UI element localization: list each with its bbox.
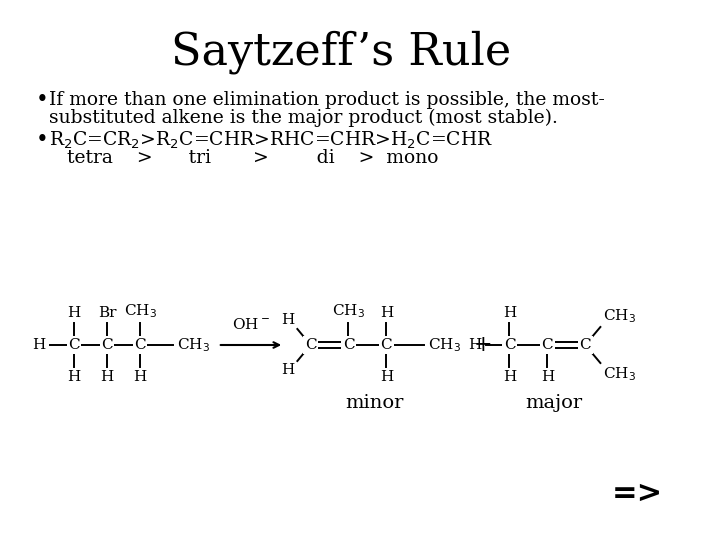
Text: CH$_3$: CH$_3$ — [603, 365, 636, 383]
Text: H: H — [379, 306, 393, 320]
Text: tetra    >      tri       >        di    >  mono: tetra > tri > di > mono — [49, 149, 438, 167]
Text: C: C — [504, 338, 516, 352]
Text: H: H — [282, 363, 294, 377]
Text: H: H — [379, 370, 393, 384]
Text: OH$^-$: OH$^-$ — [232, 317, 270, 332]
Text: C: C — [381, 338, 392, 352]
Text: major: major — [526, 394, 582, 412]
Text: C: C — [343, 338, 354, 352]
Text: =>: => — [612, 478, 663, 508]
Text: C: C — [102, 338, 113, 352]
Text: H: H — [67, 306, 81, 320]
Text: H: H — [468, 338, 481, 352]
Text: H: H — [503, 370, 516, 384]
Text: H: H — [67, 370, 81, 384]
Text: •: • — [36, 89, 49, 111]
Text: H: H — [133, 370, 147, 384]
Text: •: • — [36, 129, 49, 151]
Text: C: C — [68, 338, 80, 352]
Text: CH$_3$: CH$_3$ — [177, 336, 210, 354]
Text: C: C — [305, 338, 316, 352]
Text: C: C — [580, 338, 591, 352]
Text: C: C — [135, 338, 146, 352]
Text: H: H — [32, 338, 45, 352]
Text: H: H — [503, 306, 516, 320]
Text: C: C — [541, 338, 553, 352]
Text: H: H — [100, 370, 114, 384]
Text: CH$_3$: CH$_3$ — [428, 336, 461, 354]
Text: H: H — [541, 370, 554, 384]
Text: CH$_3$: CH$_3$ — [332, 302, 365, 320]
Text: H: H — [282, 313, 294, 327]
Text: substituted alkene is the major product (most stable).: substituted alkene is the major product … — [49, 109, 558, 127]
Text: CH$_3$: CH$_3$ — [603, 307, 636, 325]
Text: If more than one elimination product is possible, the most-: If more than one elimination product is … — [49, 91, 605, 109]
Text: minor: minor — [345, 394, 403, 412]
Text: CH$_3$: CH$_3$ — [124, 302, 157, 320]
Text: Saytzeff’s Rule: Saytzeff’s Rule — [171, 30, 511, 74]
Text: Br: Br — [98, 306, 116, 320]
Text: R$_2$C=CR$_2$>R$_2$C=CHR>RHC=CHR>H$_2$C=CHR: R$_2$C=CR$_2$>R$_2$C=CHR>RHC=CHR>H$_2$C=… — [49, 130, 493, 151]
Text: +: + — [474, 334, 492, 356]
